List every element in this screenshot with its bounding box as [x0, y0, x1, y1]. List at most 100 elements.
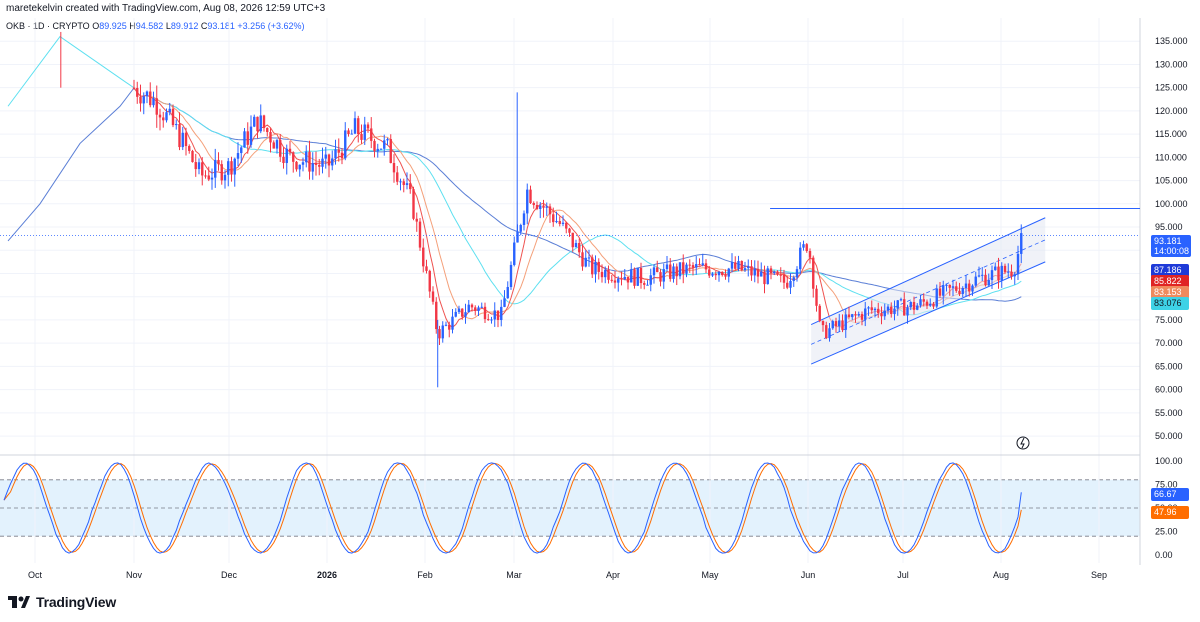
candle-body [880, 313, 883, 317]
candle-body [363, 124, 366, 140]
candle-body [431, 291, 435, 302]
candle-body [675, 266, 678, 277]
channel-upper[interactable] [810, 217, 1046, 326]
candle-body [841, 320, 844, 330]
price-tick-label: 115.000 [1155, 129, 1187, 139]
candle-body [383, 140, 386, 149]
candle-body [340, 152, 344, 159]
candle-body [467, 304, 470, 313]
candle-body [513, 242, 516, 265]
channel-lower[interactable] [810, 261, 1046, 365]
candle-body [529, 189, 532, 204]
candle-body [867, 307, 870, 309]
candle-body [604, 269, 607, 278]
candle-body [275, 140, 279, 149]
candle-body [233, 158, 236, 175]
candle-body [396, 172, 399, 182]
candle-body [919, 299, 922, 306]
low-label: L [165, 21, 171, 31]
candle-body [854, 314, 857, 316]
candle-body [763, 271, 766, 285]
candle-body [792, 277, 795, 281]
candle-body [730, 262, 734, 269]
candle-body [942, 285, 945, 296]
candle-body [269, 132, 272, 143]
candle-body [279, 140, 282, 157]
price-tick-label: 60.000 [1155, 385, 1183, 395]
candle-body [597, 261, 600, 272]
candle-body [916, 305, 919, 310]
candle-body [695, 264, 698, 268]
candle-body [392, 162, 396, 173]
symbol-label: OKB · 1D · CRYPTO [6, 21, 90, 31]
candle-body [769, 268, 773, 274]
candle-body [139, 96, 142, 104]
candle-body [808, 251, 812, 258]
candle-body [314, 163, 318, 165]
high-value: 94.582 [135, 21, 164, 31]
price-tick-label: 55.000 [1155, 408, 1183, 418]
candle-body [288, 148, 292, 153]
chart-area[interactable]: 135.000 130.000 125.000 120.000 115.000 110.0… [0, 18, 1200, 588]
candle-body [584, 257, 587, 267]
candle-body [480, 306, 483, 308]
candle-body [802, 244, 805, 248]
candle-body [935, 288, 938, 307]
candle-body [353, 118, 357, 134]
candle-body [649, 275, 652, 285]
candle-body [155, 98, 158, 115]
time-tick-label: Jul [897, 570, 909, 580]
candle-body [324, 154, 327, 159]
oscillator [3, 462, 1022, 554]
top-bar: maretekelvin created with TradingView.co… [0, 0, 1200, 18]
price-tick-label: 65.000 [1155, 361, 1183, 371]
candle-body [652, 267, 656, 276]
tradingview-logo[interactable]: TradingView [8, 594, 116, 610]
candle-body [727, 268, 730, 277]
price-tick-label: 100.000 [1155, 199, 1188, 209]
close-value: 93.181 [207, 21, 235, 31]
candle-body [197, 162, 201, 170]
channel-fill [811, 217, 1046, 365]
osc-k-line [3, 462, 1022, 554]
candle-body [711, 273, 714, 276]
candle-body [938, 288, 942, 296]
time-tick-label: Oct [28, 570, 43, 580]
candle-body [721, 271, 724, 276]
candle-body [714, 273, 717, 276]
candle-body [691, 265, 695, 268]
price-tick-label: 135.000 [1155, 36, 1188, 46]
candle-body [708, 269, 711, 276]
flash-icon[interactable] [1016, 436, 1030, 450]
candle-body [698, 264, 701, 266]
time-tick-label: Jun [801, 570, 816, 580]
candle-body [412, 189, 415, 219]
candle-body [607, 269, 610, 280]
candle-body [665, 264, 669, 270]
candle-body [958, 290, 961, 294]
candle-body [906, 307, 909, 316]
price-tick-label: 120.000 [1155, 106, 1188, 116]
price-tick-label: 70.000 [1155, 338, 1183, 348]
candle-body [509, 264, 513, 287]
candle-body [818, 305, 821, 322]
candle-body [220, 164, 223, 181]
candle-body [158, 114, 162, 118]
candle-body [990, 270, 994, 281]
candle-body [743, 268, 747, 271]
candle-body [555, 220, 558, 223]
open-label: O [92, 21, 100, 31]
candle-body [610, 279, 613, 281]
ma-red-badge: 85.822 [1151, 275, 1189, 288]
candle-body [474, 307, 477, 311]
candle-body [750, 266, 753, 276]
candle-body [210, 177, 214, 180]
logo-text: TradingView [36, 594, 117, 610]
candle-body [756, 268, 760, 277]
candle-body [230, 161, 233, 175]
candle-body [922, 299, 925, 302]
candle-body [828, 328, 831, 339]
tradingview-logo-icon [8, 596, 30, 608]
candle-body [373, 140, 376, 152]
candle-body [779, 274, 782, 276]
